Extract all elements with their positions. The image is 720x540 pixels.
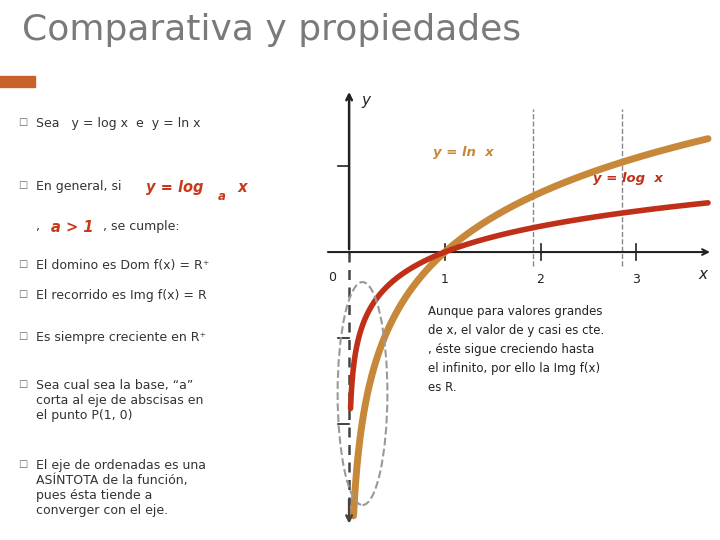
Text: □: □ bbox=[18, 259, 27, 269]
Text: a > 1: a > 1 bbox=[51, 220, 94, 235]
Text: El recorrido es Img f(x) = R: El recorrido es Img f(x) = R bbox=[36, 289, 207, 302]
Text: □: □ bbox=[18, 117, 27, 127]
Text: Aunque para valores grandes
de x, el valor de y casi es cte.
, éste sigue crecie: Aunque para valores grandes de x, el val… bbox=[428, 305, 604, 394]
Text: □: □ bbox=[18, 460, 27, 469]
Text: ,: , bbox=[36, 220, 44, 233]
Text: a: a bbox=[217, 190, 225, 203]
Text: x: x bbox=[233, 180, 248, 195]
Text: Comparativa y propiedades: Comparativa y propiedades bbox=[22, 13, 521, 47]
Text: Sea   y = log x  e  y = ln x: Sea y = log x e y = ln x bbox=[36, 117, 200, 130]
Text: El eje de ordenadas es una
ASÍNTOTA de la función,
pues ésta tiende a
converger : El eje de ordenadas es una ASÍNTOTA de l… bbox=[36, 460, 206, 517]
Text: □: □ bbox=[18, 380, 27, 389]
Bar bbox=[0, 76, 35, 87]
Text: 1: 1 bbox=[441, 273, 449, 287]
Text: □: □ bbox=[18, 289, 27, 299]
Text: En general, si: En general, si bbox=[36, 180, 125, 193]
Text: , se cumple:: , se cumple: bbox=[99, 220, 179, 233]
Text: 3: 3 bbox=[632, 273, 640, 287]
Text: x: x bbox=[698, 267, 708, 282]
Text: y = ln  x: y = ln x bbox=[433, 146, 494, 159]
Text: 0: 0 bbox=[328, 271, 336, 284]
Text: y = log: y = log bbox=[145, 180, 203, 195]
Text: Sea cual sea la base, “a”
corta al eje de abscisas en
el punto P(1, 0): Sea cual sea la base, “a” corta al eje d… bbox=[36, 380, 203, 422]
Text: 2: 2 bbox=[536, 273, 544, 287]
Text: □: □ bbox=[18, 180, 27, 190]
Text: y = log  x: y = log x bbox=[593, 172, 663, 185]
Text: Es siempre creciente en R⁺: Es siempre creciente en R⁺ bbox=[36, 331, 206, 344]
Text: □: □ bbox=[18, 331, 27, 341]
Text: El domino es Dom f(x) = R⁺: El domino es Dom f(x) = R⁺ bbox=[36, 259, 210, 273]
Text: y: y bbox=[361, 93, 371, 109]
